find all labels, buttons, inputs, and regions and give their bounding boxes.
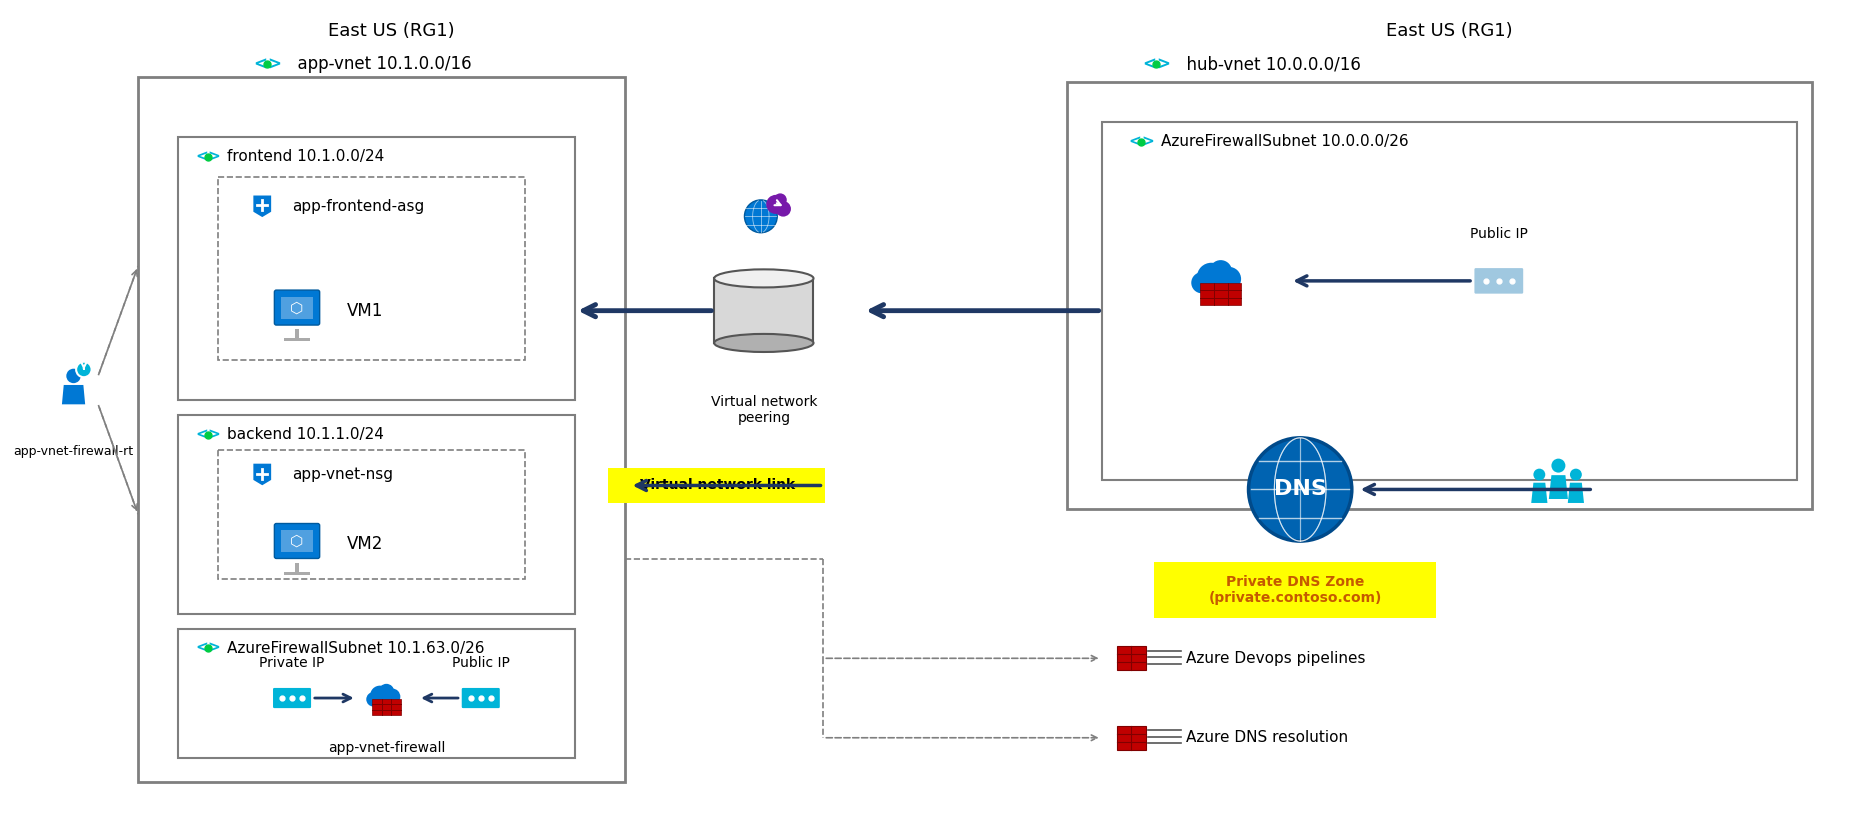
Text: Public IP: Public IP (451, 656, 509, 670)
Circle shape (765, 195, 786, 214)
Circle shape (1196, 263, 1226, 292)
Bar (295, 329, 299, 338)
Circle shape (1532, 468, 1545, 481)
Text: frontend 10.1.0.0/24: frontend 10.1.0.0/24 (227, 149, 384, 165)
Circle shape (366, 692, 381, 707)
Bar (284, 572, 310, 575)
Bar (713, 278, 813, 343)
Circle shape (773, 193, 786, 206)
Text: East US (RG1): East US (RG1) (1385, 21, 1512, 39)
FancyBboxPatch shape (275, 523, 319, 559)
Circle shape (1551, 459, 1565, 473)
Bar (1116, 726, 1146, 749)
Bar (371, 699, 401, 715)
Text: hub-vnet 10.0.0.0/16: hub-vnet 10.0.0.0/16 (1175, 56, 1359, 74)
Polygon shape (61, 385, 85, 405)
Text: <: < (195, 428, 208, 442)
FancyBboxPatch shape (1153, 562, 1435, 618)
Circle shape (774, 201, 791, 216)
Text: Azure DNS resolution: Azure DNS resolution (1185, 731, 1348, 745)
Text: <: < (195, 149, 208, 165)
Circle shape (379, 684, 394, 699)
Polygon shape (253, 463, 271, 486)
Circle shape (67, 369, 80, 383)
FancyBboxPatch shape (271, 687, 312, 709)
Text: VM1: VM1 (347, 301, 383, 319)
Text: app-vnet-nsg: app-vnet-nsg (292, 467, 394, 482)
Bar (217, 177, 526, 360)
Text: app-vnet-firewall: app-vnet-firewall (327, 740, 446, 754)
Bar (217, 450, 526, 579)
Bar (1116, 646, 1146, 670)
Bar (280, 530, 312, 553)
Text: app-frontend-asg: app-frontend-asg (292, 199, 423, 214)
Text: ⬡: ⬡ (290, 301, 303, 315)
FancyBboxPatch shape (461, 687, 500, 709)
Text: app-vnet 10.1.0.0/16: app-vnet 10.1.0.0/16 (288, 56, 472, 74)
Bar (137, 77, 624, 782)
Bar (280, 296, 312, 319)
Text: DNS: DNS (1274, 479, 1326, 500)
Text: app-vnet-firewall-rt: app-vnet-firewall-rt (13, 445, 134, 458)
Text: >: > (267, 56, 280, 74)
Text: >: > (208, 149, 221, 165)
Circle shape (1569, 468, 1580, 481)
Bar (1066, 82, 1811, 509)
Circle shape (1248, 438, 1352, 541)
Text: Virtual network
peering: Virtual network peering (709, 395, 817, 425)
Ellipse shape (713, 269, 813, 287)
Text: Private IP: Private IP (260, 656, 325, 670)
Text: <: < (195, 641, 208, 656)
Ellipse shape (713, 334, 813, 352)
Bar (284, 338, 310, 342)
Polygon shape (1530, 482, 1547, 503)
FancyBboxPatch shape (275, 290, 319, 325)
Text: >: > (1155, 56, 1170, 74)
Text: <: < (1127, 134, 1140, 149)
Text: AzureFirewallSubnet 10.0.0.0/26: AzureFirewallSubnet 10.0.0.0/26 (1161, 134, 1408, 149)
Bar (178, 628, 576, 758)
Circle shape (1216, 267, 1240, 291)
Text: >: > (208, 428, 221, 442)
Text: Azure Devops pipelines: Azure Devops pipelines (1185, 651, 1365, 666)
Text: AzureFirewallSubnet 10.1.63.0/26: AzureFirewallSubnet 10.1.63.0/26 (227, 641, 485, 656)
Text: >: > (1140, 134, 1153, 149)
Text: VM2: VM2 (347, 535, 383, 553)
FancyBboxPatch shape (607, 468, 825, 504)
Text: <: < (253, 56, 267, 74)
Bar (1200, 283, 1240, 305)
Text: >: > (208, 641, 221, 656)
Bar (178, 415, 576, 613)
Bar (295, 563, 299, 572)
Text: Private DNS Zone
(private.contoso.com): Private DNS Zone (private.contoso.com) (1207, 575, 1382, 605)
Polygon shape (1567, 482, 1584, 503)
Text: ⬡: ⬡ (290, 534, 303, 549)
Circle shape (1209, 260, 1231, 283)
Text: Virtual network link: Virtual network link (639, 478, 795, 492)
Circle shape (384, 689, 399, 705)
Text: East US (RG1): East US (RG1) (329, 21, 455, 39)
Circle shape (76, 362, 91, 378)
Text: backend 10.1.1.0/24: backend 10.1.1.0/24 (227, 428, 384, 442)
Polygon shape (1549, 475, 1567, 499)
Circle shape (1190, 272, 1213, 293)
Circle shape (745, 200, 776, 233)
Text: <: < (1142, 56, 1155, 74)
Circle shape (370, 686, 390, 705)
Bar (178, 137, 576, 400)
Polygon shape (253, 194, 271, 219)
Text: Public IP: Public IP (1469, 227, 1526, 241)
Bar (1101, 122, 1796, 479)
FancyBboxPatch shape (1473, 267, 1523, 295)
